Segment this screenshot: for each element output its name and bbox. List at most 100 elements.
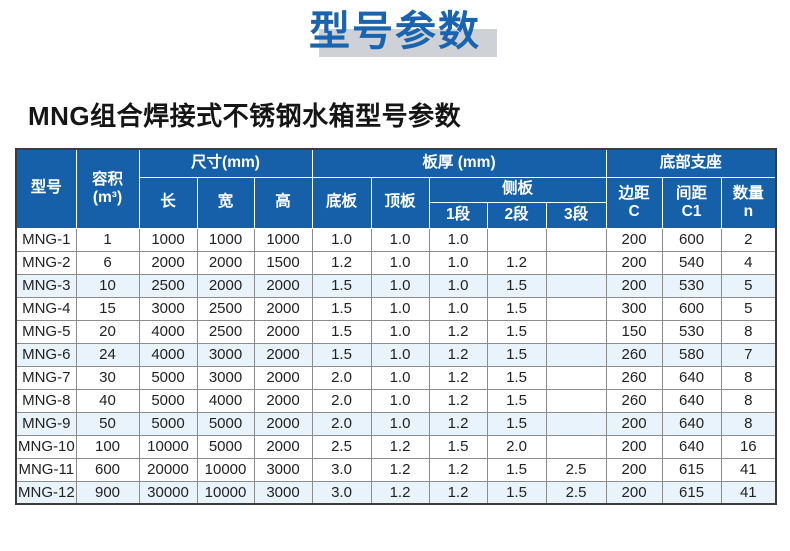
- col-header-seg3: 3段: [545, 201, 607, 229]
- col-header-volume-line2: (m³): [92, 188, 123, 206]
- table-cell: 10: [75, 273, 140, 298]
- table-cell: 2000: [253, 342, 313, 367]
- table-cell: 3.0: [311, 480, 372, 505]
- model-cell: MNG-10: [15, 434, 77, 459]
- table-cell: 1.2: [370, 480, 430, 505]
- table-cell: 30: [75, 365, 140, 390]
- table-cell: 1.5: [486, 296, 547, 321]
- table-cell: 10000: [196, 480, 255, 505]
- table-cell: 10000: [138, 434, 198, 459]
- table-row: MNG-9 50 5000 5000 2000 2.0 1.0 1.2 1.5 200 640 8: [15, 411, 777, 436]
- table-subtitle: MNG组合焊接式不锈钢水箱型号参数: [28, 101, 462, 131]
- model-cell: MNG-5: [15, 319, 77, 344]
- table-cell: 8: [720, 388, 777, 413]
- table-cell: 1.0: [428, 227, 488, 252]
- table-cell: 1.0: [370, 227, 430, 252]
- table-cell: 1.5: [428, 434, 488, 459]
- table-cell: 530: [661, 319, 722, 344]
- table-cell: 2000: [253, 273, 313, 298]
- table-cell: 1.2: [311, 250, 372, 275]
- table-cell: 3000: [138, 296, 198, 321]
- table-header: 型号 容积 (m³) 尺寸(mm) 板厚 (mm) 底部支座 长 宽 高 底板 …: [15, 148, 777, 229]
- table-cell: 2.0: [311, 411, 372, 436]
- table-cell: 200: [605, 273, 663, 298]
- table-cell: 200: [605, 227, 663, 252]
- table-cell: 2000: [196, 273, 255, 298]
- table-cell: 1.0: [428, 250, 488, 275]
- table-cell: 5000: [138, 388, 198, 413]
- table-cell: 4000: [196, 388, 255, 413]
- table-cell: 1: [75, 227, 140, 252]
- table-cell: 10000: [196, 457, 255, 482]
- col-header-length: 长: [138, 176, 198, 229]
- table-cell: 8: [720, 411, 777, 436]
- table-cell: 4: [720, 250, 777, 275]
- col-header-quantity: 数量 n: [720, 176, 777, 229]
- table-cell: 1.0: [370, 342, 430, 367]
- table-cell: 30000: [138, 480, 198, 505]
- table-cell: 5000: [138, 411, 198, 436]
- table-cell: 150: [605, 319, 663, 344]
- table-row: MNG-11 600 20000 10000 3000 3.0 1.2 1.2 1.5 2.5 20…: [15, 457, 777, 482]
- table-cell: [545, 273, 607, 298]
- table-cell: 540: [661, 250, 722, 275]
- table-cell: 8: [720, 319, 777, 344]
- table-cell: 200: [605, 457, 663, 482]
- table-cell: 15: [75, 296, 140, 321]
- table-row: MNG-1 1 1000 1000 1000 1.0 1.0 1.0 200 600 2: [15, 227, 777, 252]
- table-cell: 2000: [253, 434, 313, 459]
- table-cell: 1.0: [311, 227, 372, 252]
- table-cell: 41: [720, 480, 777, 505]
- table-cell: 1.2: [428, 319, 488, 344]
- table-cell: 5000: [196, 434, 255, 459]
- table-cell: 2500: [196, 319, 255, 344]
- table-cell: 2000: [253, 411, 313, 436]
- table-cell: 2500: [138, 273, 198, 298]
- col-header-spacing-line2: C1: [681, 202, 702, 220]
- table-row: MNG-8 40 5000 4000 2000 2.0 1.0 1.2 1.5 260 640 8: [15, 388, 777, 413]
- table-cell: 580: [661, 342, 722, 367]
- table-cell: 640: [661, 434, 722, 459]
- table-cell: 2.5: [311, 434, 372, 459]
- table-cell: 640: [661, 365, 722, 390]
- table-cell: 4000: [138, 342, 198, 367]
- table-row: MNG-2 6 2000 2000 1500 1.2 1.0 1.0 1.2 200 540 4: [15, 250, 777, 275]
- table-cell: 1.2: [428, 388, 488, 413]
- table-cell: 1.0: [370, 319, 430, 344]
- table-cell: 640: [661, 411, 722, 436]
- table-cell: 16: [720, 434, 777, 459]
- table-cell: 41: [720, 457, 777, 482]
- table-cell: 1.5: [486, 411, 547, 436]
- table-cell: 3.0: [311, 457, 372, 482]
- table-cell: 50: [75, 411, 140, 436]
- table-cell: 3000: [196, 342, 255, 367]
- table-cell: 3000: [253, 457, 313, 482]
- table-cell: 3000: [253, 480, 313, 505]
- table-cell: 1.2: [428, 480, 488, 505]
- table-cell: 1.5: [486, 365, 547, 390]
- table-cell: [545, 388, 607, 413]
- model-cell: MNG-6: [15, 342, 77, 367]
- col-header-spacing-line1: 间距: [676, 184, 708, 202]
- table-cell: 600: [661, 227, 722, 252]
- table-cell: [486, 227, 547, 252]
- table-cell: 1.0: [428, 296, 488, 321]
- table-cell: 200: [605, 480, 663, 505]
- table-cell: 6: [75, 250, 140, 275]
- table-cell: 7: [720, 342, 777, 367]
- table-cell: 2000: [253, 388, 313, 413]
- table-cell: 200: [605, 411, 663, 436]
- table-cell: 260: [605, 365, 663, 390]
- col-header-model: 型号: [15, 148, 77, 229]
- table-cell: 2.0: [311, 388, 372, 413]
- table-cell: 1.5: [486, 457, 547, 482]
- table-cell: 1.5: [311, 319, 372, 344]
- table-cell: [545, 365, 607, 390]
- spec-table: 型号 容积 (m³) 尺寸(mm) 板厚 (mm) 底部支座 长 宽 高 底板 …: [15, 148, 778, 505]
- table-cell: 3000: [196, 365, 255, 390]
- table-row: MNG-6 24 4000 3000 2000 1.5 1.0 1.2 1.5 260 580 7: [15, 342, 777, 367]
- table-cell: 600: [661, 296, 722, 321]
- table-cell: [545, 342, 607, 367]
- table-cell: 2000: [196, 250, 255, 275]
- table-cell: [545, 319, 607, 344]
